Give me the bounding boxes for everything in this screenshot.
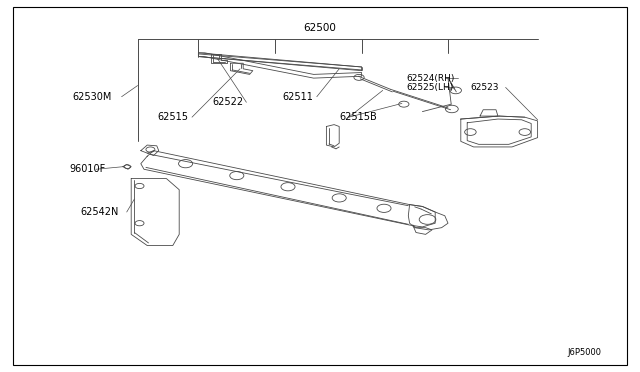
Text: 62511: 62511 bbox=[283, 92, 314, 102]
Text: 62500: 62500 bbox=[303, 23, 337, 33]
Text: 62515B: 62515B bbox=[339, 112, 377, 122]
Text: 62524(RH): 62524(RH) bbox=[406, 74, 455, 83]
Text: 62525(LH): 62525(LH) bbox=[406, 83, 454, 92]
Text: 62523: 62523 bbox=[470, 83, 499, 92]
Text: J6P5000: J6P5000 bbox=[568, 348, 602, 357]
Text: 62515: 62515 bbox=[158, 112, 189, 122]
Text: 96010F: 96010F bbox=[69, 164, 106, 174]
Text: 62542N: 62542N bbox=[80, 207, 118, 217]
Text: 62522: 62522 bbox=[212, 97, 243, 107]
Text: 62530M: 62530M bbox=[72, 92, 112, 102]
